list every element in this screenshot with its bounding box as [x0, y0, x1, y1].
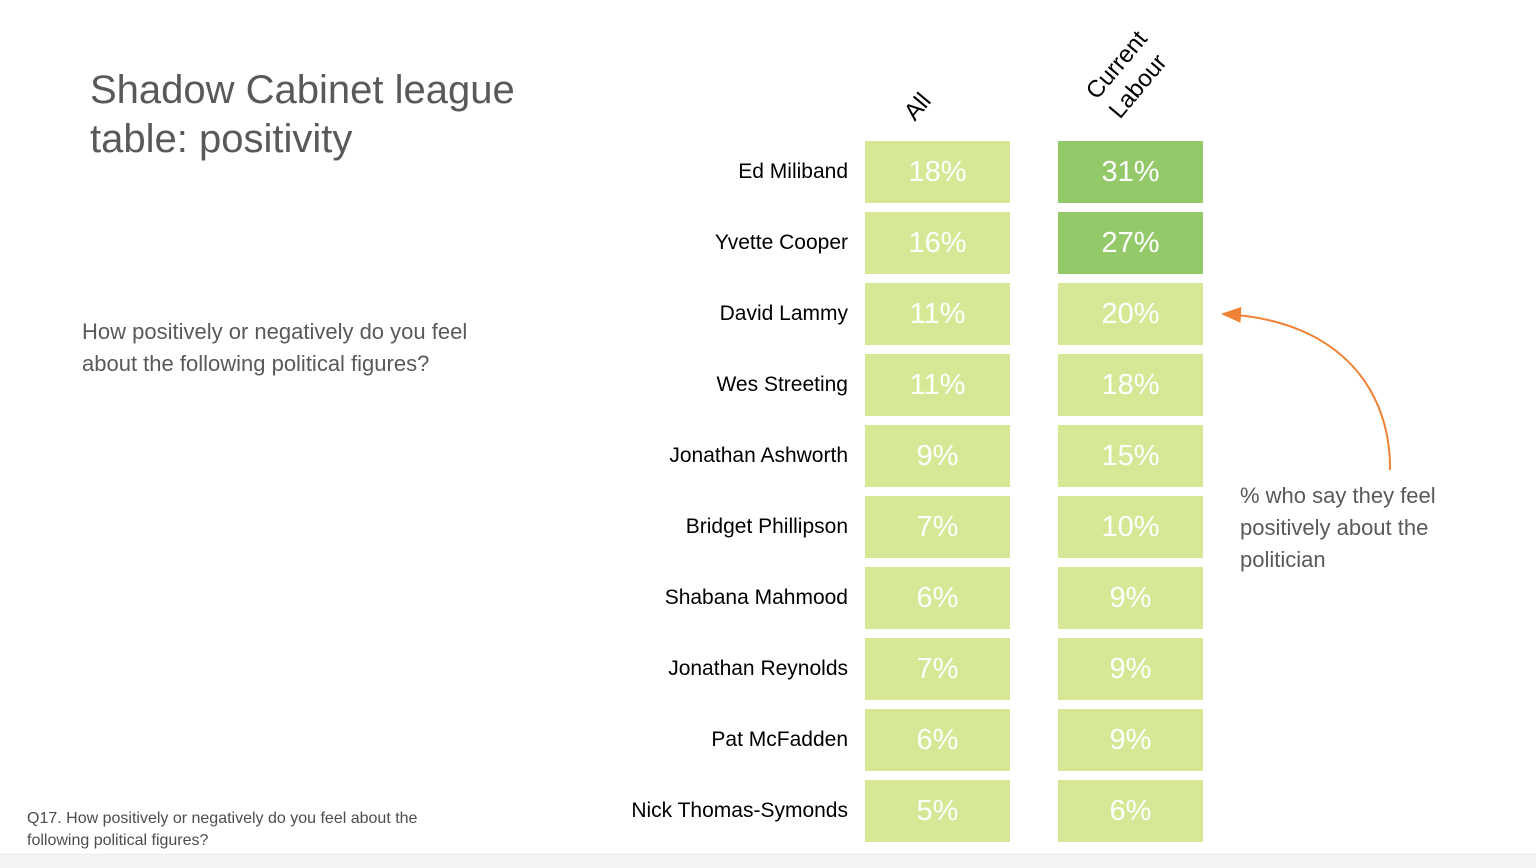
- league-table: Ed Miliband 18% 31% Yvette Cooper 16% 27…: [558, 141, 1203, 851]
- cell-labour-value: 10%: [1058, 496, 1203, 558]
- table-row: Shabana Mahmood 6% 9%: [558, 567, 1203, 629]
- politician-name: Yvette Cooper: [714, 231, 848, 254]
- politician-name: Pat McFadden: [711, 728, 848, 751]
- column-header-current-labour: Current Labour: [1080, 25, 1173, 124]
- slide-title: Shadow Cabinet league table: positivity: [90, 68, 515, 161]
- cell-labour-value: 18%: [1058, 354, 1203, 416]
- politician-name: Jonathan Reynolds: [668, 657, 848, 680]
- table-row: Wes Streeting 11% 18%: [558, 354, 1203, 416]
- cell-all-value: 6%: [865, 567, 1010, 629]
- table-row: Bridget Phillipson 7% 10%: [558, 496, 1203, 558]
- politician-name: David Lammy: [719, 302, 848, 325]
- cell-all-value: 11%: [865, 283, 1010, 345]
- cell-labour-value: 9%: [1058, 567, 1203, 629]
- politician-name: Jonathan Ashworth: [669, 444, 848, 467]
- cell-all-value: 11%: [865, 354, 1010, 416]
- table-row: Ed Miliband 18% 31%: [558, 141, 1203, 203]
- table-row: Yvette Cooper 16% 27%: [558, 212, 1203, 274]
- politician-name: Shabana Mahmood: [664, 586, 848, 609]
- annotation-text: % who say they feel positively about the…: [1240, 483, 1436, 572]
- survey-question-text: How positively or negatively do you feel…: [82, 319, 468, 376]
- cell-all-value: 7%: [865, 638, 1010, 700]
- table-row: Nick Thomas-Symonds 5% 6%: [558, 780, 1203, 842]
- cell-all-value: 16%: [865, 212, 1010, 274]
- politician-name: Bridget Phillipson: [685, 515, 848, 538]
- table-row: David Lammy 11% 20%: [558, 283, 1203, 345]
- cell-labour-value: 27%: [1058, 212, 1203, 274]
- cell-labour-value: 6%: [1058, 780, 1203, 842]
- cell-all-value: 7%: [865, 496, 1010, 558]
- table-row: Jonathan Reynolds 7% 9%: [558, 638, 1203, 700]
- cell-labour-value: 20%: [1058, 283, 1203, 345]
- slide-bottom-edge: [0, 854, 1536, 868]
- cell-all-value: 5%: [865, 780, 1010, 842]
- column-header-all: All: [898, 87, 937, 126]
- cell-all-value: 9%: [865, 425, 1010, 487]
- politician-name: Wes Streeting: [716, 373, 848, 396]
- table-row: Pat McFadden 6% 9%: [558, 709, 1203, 771]
- cell-labour-value: 31%: [1058, 141, 1203, 203]
- footnote-question-text: Q17. How positively or negatively do you…: [27, 810, 418, 850]
- cell-all-value: 18%: [865, 141, 1010, 203]
- annotation-arrow-icon: [1221, 306, 1392, 471]
- politician-name: Nick Thomas-Symonds: [631, 799, 848, 822]
- cell-labour-value: 9%: [1058, 638, 1203, 700]
- cell-all-value: 6%: [865, 709, 1010, 771]
- cell-labour-value: 15%: [1058, 425, 1203, 487]
- table-row: Jonathan Ashworth 9% 15%: [558, 425, 1203, 487]
- politician-name: Ed Miliband: [738, 160, 848, 183]
- cell-labour-value: 9%: [1058, 709, 1203, 771]
